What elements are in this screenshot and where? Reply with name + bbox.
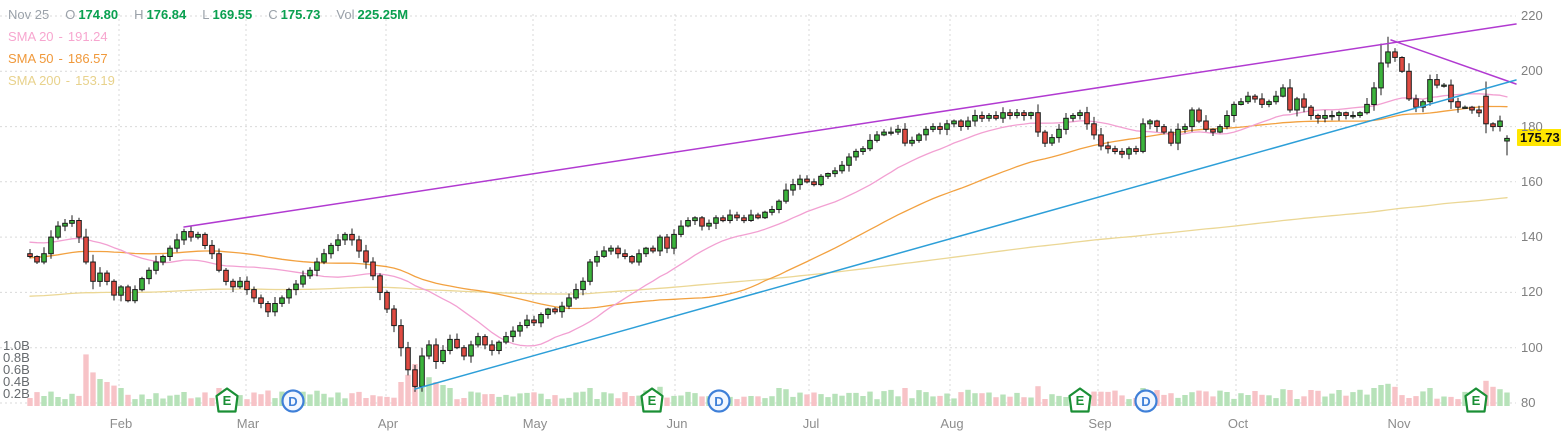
price-axis-tick: 140 — [1521, 229, 1543, 245]
earnings-badge: E — [1068, 387, 1092, 413]
volume-axis-tick: 1.0B — [3, 338, 30, 353]
open-value-pair: O 174.80 — [65, 7, 119, 22]
date-label: Nov 25 — [8, 7, 50, 22]
dividend-badge-outline — [707, 389, 731, 413]
ascending-blue-trendline — [414, 79, 1517, 390]
month-axis-label: Mar — [236, 416, 260, 431]
chart-legend: Nov 25 O 174.80 H 176.84 L 169.55 C 175.73 V… — [8, 4, 424, 92]
dividend-badge-outline — [281, 389, 305, 413]
dividend-badge-letter: D — [1141, 394, 1150, 409]
price-axis-tick: 120 — [1521, 284, 1543, 300]
volume-axis-tick: 0.8B — [3, 350, 30, 365]
earnings-badge-outline — [640, 387, 664, 413]
month-axis-label: Apr — [377, 416, 399, 431]
volume-axis-tick: 0.2B — [3, 386, 30, 401]
dividend-badge: D — [1134, 388, 1158, 414]
volume-bars-layer — [27, 354, 1510, 406]
descending-purple-trendline — [1390, 39, 1517, 85]
month-axis-label: Sep — [1088, 416, 1112, 431]
last-price-tag: 175.73 — [1517, 129, 1561, 147]
earnings-badge-outline — [215, 387, 239, 413]
earnings-badge-outline — [1068, 387, 1092, 413]
earnings-badge-letter: E — [648, 393, 657, 408]
candles-layer — [27, 36, 1510, 392]
volume-axis-tick: 0.4B — [3, 374, 30, 389]
dividend-badge-outline — [1134, 389, 1158, 413]
dividend-badge-letter: D — [714, 394, 723, 409]
price-axis-tick: 200 — [1521, 63, 1543, 79]
sma200-line — [29, 197, 1508, 297]
price-axis-tick: 100 — [1521, 339, 1543, 355]
ohlc-legend-row: Nov 25 O 174.80 H 176.84 L 169.55 C 175.73 V… — [8, 4, 424, 26]
earnings-badge: E — [215, 387, 239, 413]
sma50-line — [29, 105, 1508, 310]
month-axis-label: Oct — [1227, 416, 1249, 431]
dividend-badge: D — [281, 388, 305, 414]
month-axis-label: Jun — [666, 416, 688, 431]
earnings-badge: E — [1464, 387, 1488, 413]
month-axis-label: Nov — [1387, 416, 1411, 431]
volume-value-pair: Vol 225.25M — [336, 7, 409, 22]
month-axis-label: Aug — [940, 416, 964, 431]
price-axis-tick: 80 — [1521, 394, 1536, 410]
price-axis-tick: 160 — [1521, 173, 1543, 189]
price-axis-tick: 220 — [1521, 8, 1543, 23]
sma200-legend-row: SMA 200-153.19 — [8, 73, 115, 88]
close-value-pair: C 175.73 — [268, 7, 321, 22]
trendlines-layer — [183, 23, 1517, 390]
price-axis-tick: 180 — [1521, 118, 1543, 134]
month-axis-label: Feb — [109, 416, 133, 431]
ascending-purple-trendline — [183, 23, 1517, 228]
low-value-pair: L 169.55 — [202, 7, 253, 22]
month-axis-label: May — [522, 416, 548, 431]
earnings-badge-outline — [1464, 387, 1488, 413]
volume-axis-tick: 0.6B — [3, 362, 30, 377]
sma50-legend-row: SMA 50-186.57 — [8, 51, 108, 66]
sma20-line — [29, 93, 1508, 347]
earnings-badge-letter: E — [1076, 393, 1085, 408]
dividend-badge-letter: D — [288, 394, 297, 409]
sma20-legend-row: SMA 20-191.24 — [8, 29, 108, 44]
earnings-badge-letter: E — [1472, 393, 1481, 408]
high-value-pair: H 176.84 — [134, 7, 187, 22]
gridlines-layer — [0, 14, 1516, 409]
earnings-badge: E — [640, 387, 664, 413]
dividend-badge: D — [707, 388, 731, 414]
sma-lines-layer — [29, 93, 1508, 347]
earnings-badge-letter: E — [223, 393, 232, 408]
month-axis-label: Jul — [802, 416, 820, 431]
